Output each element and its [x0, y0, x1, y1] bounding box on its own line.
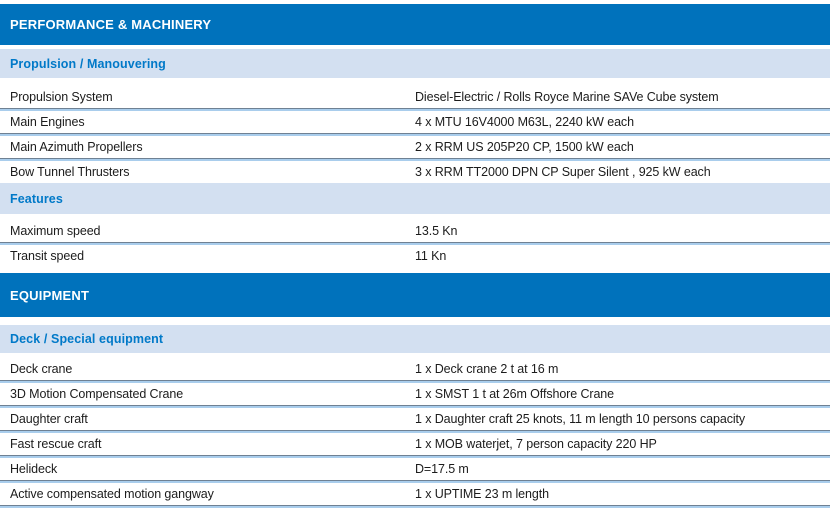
row-divider — [0, 158, 830, 161]
row-divider — [0, 242, 830, 245]
spec-label: Fast rescue craft — [10, 437, 102, 451]
spec-value: 1 x Daughter craft 25 knots, 11 m length… — [415, 412, 746, 426]
table-row: Bow Tunnel Thrusters 3 x RRM TT2000 DPN … — [0, 161, 830, 183]
row-divider — [0, 455, 830, 458]
spec-label: Main Engines — [10, 115, 85, 129]
table-row: Main Azimuth Propellers 2 x RRM US 205P2… — [0, 136, 830, 158]
spacer — [0, 78, 830, 86]
spec-label: Active compensated motion gangway — [10, 487, 214, 501]
table-row: Helideck D=17.5 m — [0, 458, 830, 480]
spec-value: 4 x MTU 16V4000 M63L, 2240 kW each — [415, 115, 634, 129]
section-title-equipment: EQUIPMENT — [10, 287, 90, 303]
group-heading-deck-special-equipment: Deck / Special equipment — [0, 325, 830, 353]
row-divider — [0, 133, 830, 136]
spec-value: 1 x UPTIME 23 m length — [415, 487, 549, 501]
row-divider — [0, 505, 830, 508]
spec-label: Propulsion System — [10, 90, 113, 104]
spacer — [0, 317, 830, 325]
spec-value: 3 x RRM TT2000 DPN CP Super Silent , 925… — [415, 165, 711, 179]
group-heading-propulsion: Propulsion / Manouvering — [0, 49, 830, 78]
row-divider — [0, 380, 830, 383]
table-row: Daughter craft 1 x Daughter craft 25 kno… — [0, 408, 830, 430]
spec-value: 11 Kn — [415, 249, 447, 263]
spec-value: D=17.5 m — [415, 462, 469, 476]
table-row: 3D Motion Compensated Crane 1 x SMST 1 t… — [0, 383, 830, 405]
spec-value: 2 x RRM US 205P20 CP, 1500 kW each — [415, 140, 634, 154]
section-header-equipment: EQUIPMENT — [0, 273, 830, 317]
section-header-performance: PERFORMANCE & MACHINERY — [0, 4, 830, 45]
table-row: Deck crane 1 x Deck crane 2 t at 16 m — [0, 358, 830, 380]
spec-label: Deck crane — [10, 362, 73, 376]
row-divider — [0, 480, 830, 483]
group-heading-label: Deck / Special equipment — [10, 332, 164, 346]
table-row: Active compensated motion gangway 1 x UP… — [0, 483, 830, 505]
table-row: Main Engines 4 x MTU 16V4000 M63L, 2240 … — [0, 111, 830, 133]
table-row: Propulsion System Diesel-Electric / Roll… — [0, 86, 830, 108]
spec-label: Bow Tunnel Thrusters — [10, 165, 130, 179]
group-heading-label: Features — [10, 191, 63, 206]
table-row: Transit speed 11 Kn — [0, 245, 830, 267]
group-heading-features: Features — [0, 183, 830, 214]
spec-value: 1 x MOB waterjet, 7 person capacity 220 … — [415, 437, 657, 451]
spec-label: Daughter craft — [10, 412, 88, 426]
table-row: Maximum speed 13.5 Kn — [0, 220, 830, 242]
table-row: Fast rescue craft 1 x MOB waterjet, 7 pe… — [0, 433, 830, 455]
spec-label: Helideck — [10, 462, 58, 476]
row-divider — [0, 108, 830, 111]
spec-value: 13.5 Kn — [415, 224, 458, 238]
spec-label: Main Azimuth Propellers — [10, 140, 143, 154]
row-divider — [0, 405, 830, 408]
section-title-performance: PERFORMANCE & MACHINERY — [10, 17, 212, 32]
spec-label: Maximum speed — [10, 224, 101, 238]
spec-value: 1 x SMST 1 t at 26m Offshore Crane — [415, 387, 615, 401]
spec-value: 1 x Deck crane 2 t at 16 m — [415, 362, 559, 376]
group-heading-label: Propulsion / Manouvering — [10, 56, 166, 71]
spec-value: Diesel-Electric / Rolls Royce Marine SAV… — [415, 90, 719, 104]
spec-label: 3D Motion Compensated Crane — [10, 387, 184, 401]
spec-label: Transit speed — [10, 249, 84, 263]
row-divider — [0, 430, 830, 433]
